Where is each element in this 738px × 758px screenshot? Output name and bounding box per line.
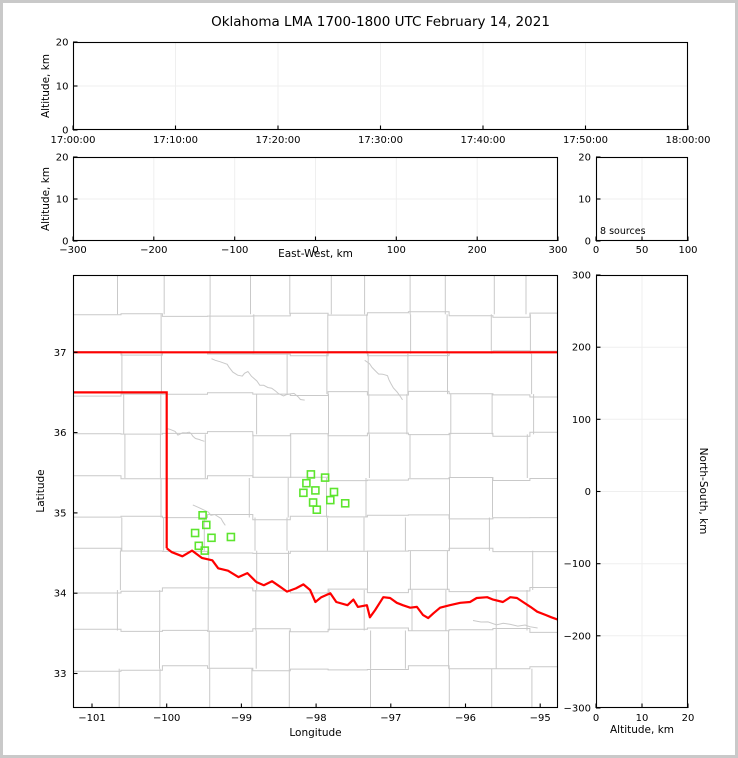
lma-station-marker xyxy=(320,473,330,482)
tick-label: 17:30:00 xyxy=(358,135,403,146)
tick-label: −95 xyxy=(530,713,551,724)
tick-label: −97 xyxy=(380,713,401,724)
tick-label: −101 xyxy=(78,713,105,724)
state-border-red-river xyxy=(166,547,558,621)
map-ylabel: Latitude xyxy=(35,469,47,513)
tick-label: 200 xyxy=(572,343,591,354)
tick-label: 17:40:00 xyxy=(461,135,506,146)
lma-station-marker xyxy=(299,488,308,498)
tick-label: 17:20:00 xyxy=(256,135,301,146)
tick-label: −100 xyxy=(221,245,248,256)
tick-label: −100 xyxy=(153,713,180,724)
lma-station-marker xyxy=(202,520,211,530)
tick-label: 36 xyxy=(54,428,67,439)
county-boundaries xyxy=(73,275,558,708)
tick-label: −200 xyxy=(564,631,591,642)
county-line xyxy=(73,390,558,398)
tick-label: 34 xyxy=(54,589,67,600)
source-count-annotation: 8 sources xyxy=(600,226,646,237)
tick-label: 0 xyxy=(593,245,599,256)
lma-station-marker xyxy=(311,486,320,495)
county-line xyxy=(73,627,558,633)
tick-label: −300 xyxy=(564,704,591,715)
lma-station-marker xyxy=(312,505,322,515)
tick-label: −96 xyxy=(455,713,476,724)
ns-panel-xlabel: Altitude, km xyxy=(609,724,674,736)
tick-label: 18:00:00 xyxy=(666,135,711,146)
tick-label: −300 xyxy=(59,245,86,256)
map-plot-area[interactable] xyxy=(72,274,559,709)
lma-station-markers xyxy=(190,470,350,555)
tick-label: 37 xyxy=(54,348,67,359)
tick-label: −100 xyxy=(564,559,591,570)
map-xlabel: Longitude xyxy=(289,727,342,739)
river-line xyxy=(211,358,305,401)
ns-panel-ylabel: North-South, km xyxy=(697,447,709,535)
tick-label: 0 xyxy=(312,245,318,256)
tick-label: 300 xyxy=(572,271,591,282)
figure-title: Oklahoma LMA 1700-1800 UTC February 14, … xyxy=(211,14,550,30)
lma-station-marker xyxy=(198,510,207,520)
tick-label: 10 xyxy=(636,713,649,724)
time-panel-ylabel: Altitude, km xyxy=(40,53,52,119)
lma-station-marker xyxy=(207,533,216,543)
lma-station-marker xyxy=(325,495,335,505)
tick-label: 100 xyxy=(572,415,591,426)
tick-label: 20 xyxy=(682,713,695,724)
state-border-panhandle xyxy=(73,391,168,549)
tick-label: 20 xyxy=(56,38,69,49)
map-content xyxy=(73,275,558,708)
tick-label: 17:50:00 xyxy=(563,135,608,146)
tick-label: 0 xyxy=(585,487,591,498)
tick-label: 20 xyxy=(56,153,69,164)
tick-label: 0 xyxy=(62,237,68,248)
tick-label: 0 xyxy=(593,713,599,724)
tick-label: 17:00:00 xyxy=(51,135,96,146)
county-line xyxy=(73,311,558,318)
lma-station-marker xyxy=(306,470,316,479)
tick-label: 10 xyxy=(56,195,69,206)
tick-label: 20 xyxy=(578,153,591,164)
lma-station-marker xyxy=(226,532,236,542)
ew-panel-ylabel: Altitude, km xyxy=(40,166,52,232)
tick-label: 100 xyxy=(678,245,697,256)
county-line xyxy=(73,587,558,594)
river-line xyxy=(364,359,403,401)
county-line xyxy=(73,547,558,554)
ew-panel-xlabel: East-West, km xyxy=(278,248,353,260)
tick-label: 0 xyxy=(585,237,591,248)
county-line xyxy=(73,431,558,437)
lma-station-marker xyxy=(302,478,311,488)
tick-label: −200 xyxy=(140,245,167,256)
tick-label: 35 xyxy=(54,508,67,519)
tick-label: 50 xyxy=(636,245,649,256)
lma-station-marker xyxy=(308,498,318,507)
county-line xyxy=(73,475,558,482)
tick-label: 200 xyxy=(468,245,487,256)
lma-station-marker xyxy=(329,487,339,497)
river-line xyxy=(166,428,205,442)
tick-label: 10 xyxy=(578,195,591,206)
tick-label: 17:10:00 xyxy=(153,135,198,146)
lma-station-marker xyxy=(194,541,204,551)
axes: 17:00:00 17:10:00 17:20:00 17:30:00 17:40:00… xyxy=(51,38,711,725)
tick-label: −98 xyxy=(306,713,327,724)
river-line xyxy=(472,620,538,629)
tick-label: −99 xyxy=(231,713,252,724)
lma-station-marker xyxy=(190,528,200,538)
tick-label: 100 xyxy=(387,245,406,256)
lma-station-marker xyxy=(340,498,350,508)
gridlines xyxy=(73,42,688,708)
tick-label: 10 xyxy=(56,82,69,93)
tick-label: 33 xyxy=(54,669,67,680)
county-line xyxy=(73,665,558,672)
river-line xyxy=(192,504,226,526)
county-line xyxy=(73,514,558,521)
tick-label: 300 xyxy=(548,245,567,256)
tick-label: 0 xyxy=(62,126,68,137)
lma-station-marker xyxy=(200,546,210,555)
